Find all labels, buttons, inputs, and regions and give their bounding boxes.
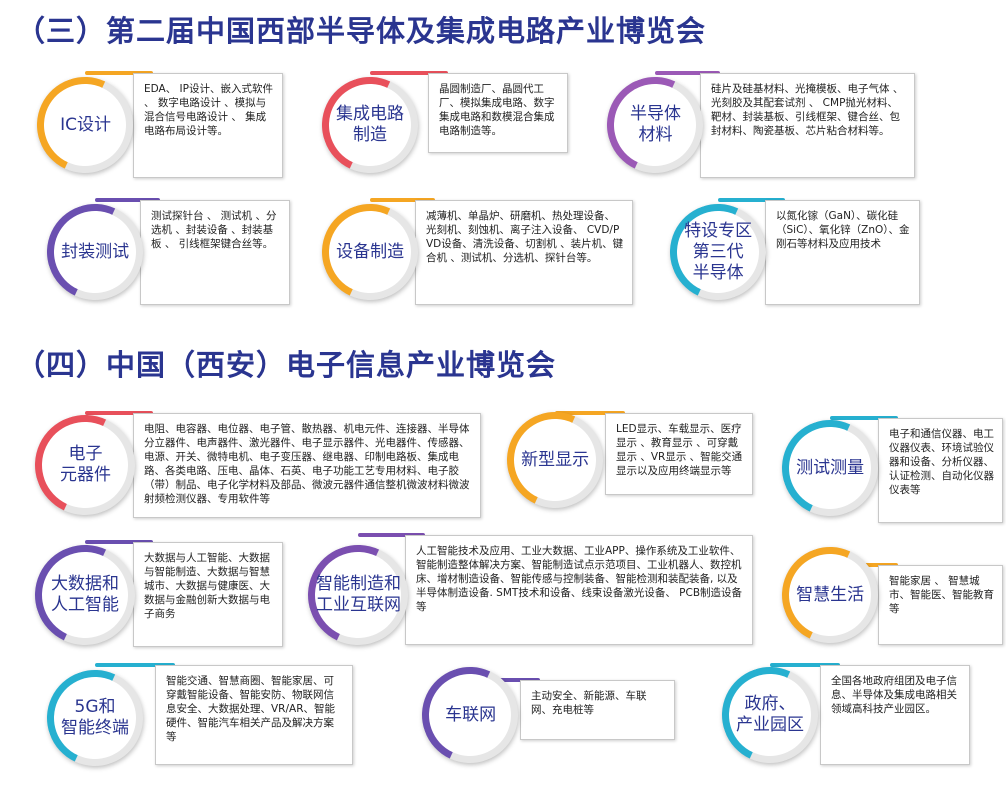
accent-tab (470, 678, 540, 682)
accent-tab (358, 533, 425, 537)
description-box: 电子和通信仪器、电工仪器仪表、环境试验仪器和设备、分析仪器、认证检测、自动化仪器… (878, 418, 1003, 523)
description-box: 智能交通、智慧商圈、智能家居、可穿戴智能设备、智能安防、物联网信息安全、大数据处… (155, 665, 353, 765)
circle-label: 封装测试 (61, 242, 129, 263)
circle-label: 智能制造和 工业互联网 (316, 574, 401, 616)
circle-label: 集成电路 制造 (336, 104, 404, 146)
description-box: EDA、 IP设计、嵌入式软件 、 数字电路设计 、模拟与混合信号电路设计 、 … (133, 73, 283, 178)
circle-label: 政府、 产业园区 (736, 694, 804, 736)
category-circle: 电子 元器件 (20, 400, 150, 530)
accent-tab (370, 198, 435, 202)
circle-label: 半导体 材料 (630, 104, 681, 146)
circle-label: 特设专区 第三代 半导体 (684, 221, 752, 284)
category-circle: 特设专区 第三代 半导体 (656, 190, 780, 314)
circle-label: 新型显示 (521, 450, 589, 471)
circle-label: 测试测量 (796, 458, 864, 479)
description-box: 以氮化镓（GaN）、碳化硅（SiC）、氧化锌（ZnO）、金刚石等材料及应用技术 (765, 200, 920, 305)
accent-tab (770, 663, 840, 667)
description-box: LED显示、车载显示、医疗显示 、教育显示 、可穿戴显示 、VR显示 、智能交通… (605, 413, 753, 495)
description-box: 电阻、电容器、电位器、电子管、散热器、机电元件、连接器、半导体分立器件、电声器件… (133, 413, 481, 518)
description-box: 硅片及硅基材料、光掩模板、电子气体 、 光刻胶及其配套试剂 、 CMP抛光材料、… (700, 73, 915, 178)
circle-label: 设备制造 (336, 242, 404, 263)
label-line: IC设计 (59, 114, 111, 135)
accent-tab (95, 198, 160, 202)
label-line: 第三代 (692, 241, 744, 262)
accent-tab (85, 71, 153, 75)
label-line: 电子 (68, 444, 102, 464)
description-box: 大数据与人工智能、大数据与智能制造、大数据与智慧城市、大数据与健康医、大数据与金… (133, 542, 283, 647)
category-circle: 智慧生活 (768, 533, 892, 657)
accent-tab (85, 411, 153, 415)
category-circle: 设备制造 (308, 190, 432, 314)
accent-tab (655, 71, 720, 75)
section-title: （四）中国（西安）电子信息产业博览会 (16, 348, 557, 382)
circle-label: 5G和 智能终端 (61, 697, 129, 739)
category-circle: IC设计 (23, 63, 147, 187)
label-line: 5G和 (74, 697, 116, 717)
label-line: 新型显示 (521, 449, 589, 470)
category-circle: 半导体 材料 (593, 63, 717, 187)
label-line: 政府、 (744, 694, 796, 714)
description-box: 智能家居 、 智慧城市、智能医、智能教育等 (878, 565, 1003, 645)
label-line: 集成电路 (336, 104, 404, 124)
label-line: 人工智能 (51, 595, 119, 615)
label-line: 智慧生活 (796, 584, 864, 605)
category-circle: 5G和 智能终端 (33, 656, 157, 780)
label-line: 特设专区 (684, 220, 752, 241)
label-line: 半导体 (629, 104, 681, 124)
label-line: 智能终端 (61, 718, 129, 738)
circle-label: 车联网 (445, 705, 496, 726)
label-line: 封装测试 (61, 241, 129, 262)
description-box: 全国各地政府组团及电子信息、半导体及集成电路相关领域高科技产业园区。 (820, 665, 970, 765)
description-box: 测试探针台 、 测试机 、分选机 、封装设备 、封装基板 、 引线框架键合丝等。 (140, 200, 290, 305)
description-box: 主动安全、新能源、车联网、充电桩等 (520, 680, 675, 740)
label-line: 产业园区 (736, 715, 804, 735)
category-circle: 封装测试 (33, 190, 157, 314)
accent-tab (95, 663, 175, 667)
description-box: 减薄机、单晶炉、研磨机、热处理设备、光刻机、刻蚀机、离子注入设备、 CVD/P … (415, 200, 633, 305)
accent-tab (555, 411, 625, 415)
accent-tab (85, 540, 153, 544)
label-line: 材料 (638, 125, 672, 145)
label-line: 半导体 (692, 262, 744, 283)
category-circle: 大数据和 人工智能 (20, 530, 150, 660)
label-line: 测试测量 (796, 457, 864, 478)
label-line: 智能制造和 (315, 574, 401, 594)
accent-tab (718, 198, 785, 202)
category-circle: 新型显示 (493, 398, 617, 522)
label-line: 大数据和 (51, 574, 119, 594)
category-circle: 智能制造和 工业互联网 (293, 530, 423, 660)
circle-label: 大数据和 人工智能 (51, 574, 119, 616)
accent-tab (830, 416, 898, 420)
label-line: 制造 (353, 125, 387, 145)
category-circle: 车联网 (408, 653, 532, 777)
description-box: 人工智能技术及应用、工业大数据、工业APP、操作系统及工业软件、智能制造整体解决… (405, 535, 753, 645)
description-box: 晶圆制造厂、晶圆代工厂、模拟集成电路、数字集成电路和数模混合集成电路制造等。 (428, 73, 568, 153)
category-circle: 政府、 产业园区 (708, 653, 832, 777)
accent-tab (370, 71, 448, 75)
section-title: （三）第二届中国西部半导体及集成电路产业博览会 (16, 14, 707, 48)
circle-label: IC设计 (60, 115, 111, 136)
label-line: 设备制造 (336, 241, 404, 262)
circle-label: 智慧生活 (796, 585, 864, 606)
label-line: 元器件 (59, 465, 111, 485)
category-circle: 测试测量 (768, 406, 892, 530)
category-circle: 集成电路 制造 (308, 63, 432, 187)
label-line: 工业互联网 (315, 595, 401, 615)
circle-label: 电子 元器件 (60, 444, 111, 486)
label-line: 车联网 (444, 704, 496, 725)
